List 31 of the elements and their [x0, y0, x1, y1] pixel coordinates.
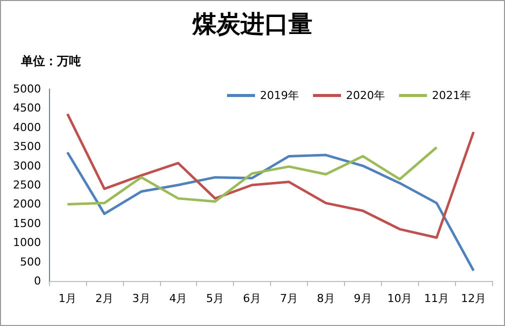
legend-label: 2019年 — [260, 89, 300, 102]
y-tick-label: 3000 — [13, 159, 41, 172]
line-series — [66, 146, 438, 206]
x-tick-label: 2月 — [95, 292, 114, 305]
x-tick-label: 9月 — [354, 292, 372, 305]
x-tick-label: 11月 — [424, 292, 450, 305]
legend-label: 2021年 — [432, 89, 472, 102]
text: 单位：万吨 — [20, 54, 81, 68]
legend-label: 2020年 — [346, 89, 386, 102]
y-tick-label: 500 — [20, 255, 41, 268]
x-tick-label: 10月 — [387, 292, 412, 305]
line-series — [66, 112, 475, 239]
x-tick-label: 8月 — [316, 292, 335, 305]
y-tick-label: 1500 — [13, 216, 41, 230]
y-tick-label: 4500 — [13, 102, 41, 115]
chart-title: 煤炭进口量 — [192, 10, 312, 38]
y-tick-label: 2500 — [13, 178, 41, 192]
x-tick-label: 7月 — [280, 292, 298, 305]
line-series — [66, 151, 475, 272]
y-tick-label: 1000 — [13, 236, 41, 250]
x-tick-label: 1月 — [58, 292, 76, 305]
x-tick-label: 6月 — [243, 292, 262, 305]
y-tick-label: 0 — [34, 274, 41, 288]
x-tick-label: 12月 — [461, 292, 486, 305]
x-tick-label: 5月 — [206, 292, 224, 305]
y-tick-label: 5000 — [13, 82, 41, 96]
y-tick-label: 2000 — [13, 198, 41, 211]
y-tick-label: 3500 — [13, 140, 41, 154]
x-tick-label: 4月 — [169, 292, 188, 305]
x-tick-label: 3月 — [132, 292, 150, 305]
y-tick-label: 4000 — [13, 120, 41, 134]
